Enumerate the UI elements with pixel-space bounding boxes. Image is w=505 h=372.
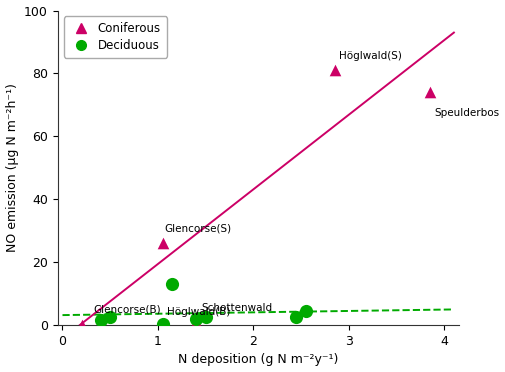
Point — [192, 316, 200, 322]
Point — [159, 321, 167, 327]
Legend: Coniferous, Deciduous: Coniferous, Deciduous — [64, 16, 167, 58]
Text: Glencorse(B): Glencorse(B) — [93, 304, 161, 314]
Point — [192, 319, 200, 325]
Point — [201, 314, 209, 320]
Text: Glencorse(S): Glencorse(S) — [164, 224, 231, 234]
Point — [425, 89, 433, 95]
Text: Höglwald(S): Höglwald(S) — [339, 51, 401, 61]
Text: Schottenwald: Schottenwald — [200, 302, 272, 312]
X-axis label: N deposition (g N m⁻²y⁻¹): N deposition (g N m⁻²y⁻¹) — [178, 353, 338, 366]
Point — [159, 240, 167, 246]
Point — [168, 281, 176, 287]
Point — [330, 67, 338, 73]
Point — [77, 322, 85, 328]
Point — [292, 314, 300, 320]
Point — [301, 308, 310, 314]
Text: Höglwald(B): Höglwald(B) — [167, 307, 230, 317]
Y-axis label: NO emission (µg N m⁻²h⁻¹): NO emission (µg N m⁻²h⁻¹) — [6, 83, 19, 252]
Point — [96, 317, 105, 323]
Point — [106, 314, 114, 320]
Text: Speulderbos: Speulderbos — [434, 108, 499, 118]
